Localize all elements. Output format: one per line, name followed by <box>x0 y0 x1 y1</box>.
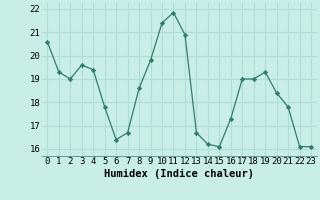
X-axis label: Humidex (Indice chaleur): Humidex (Indice chaleur) <box>104 169 254 179</box>
